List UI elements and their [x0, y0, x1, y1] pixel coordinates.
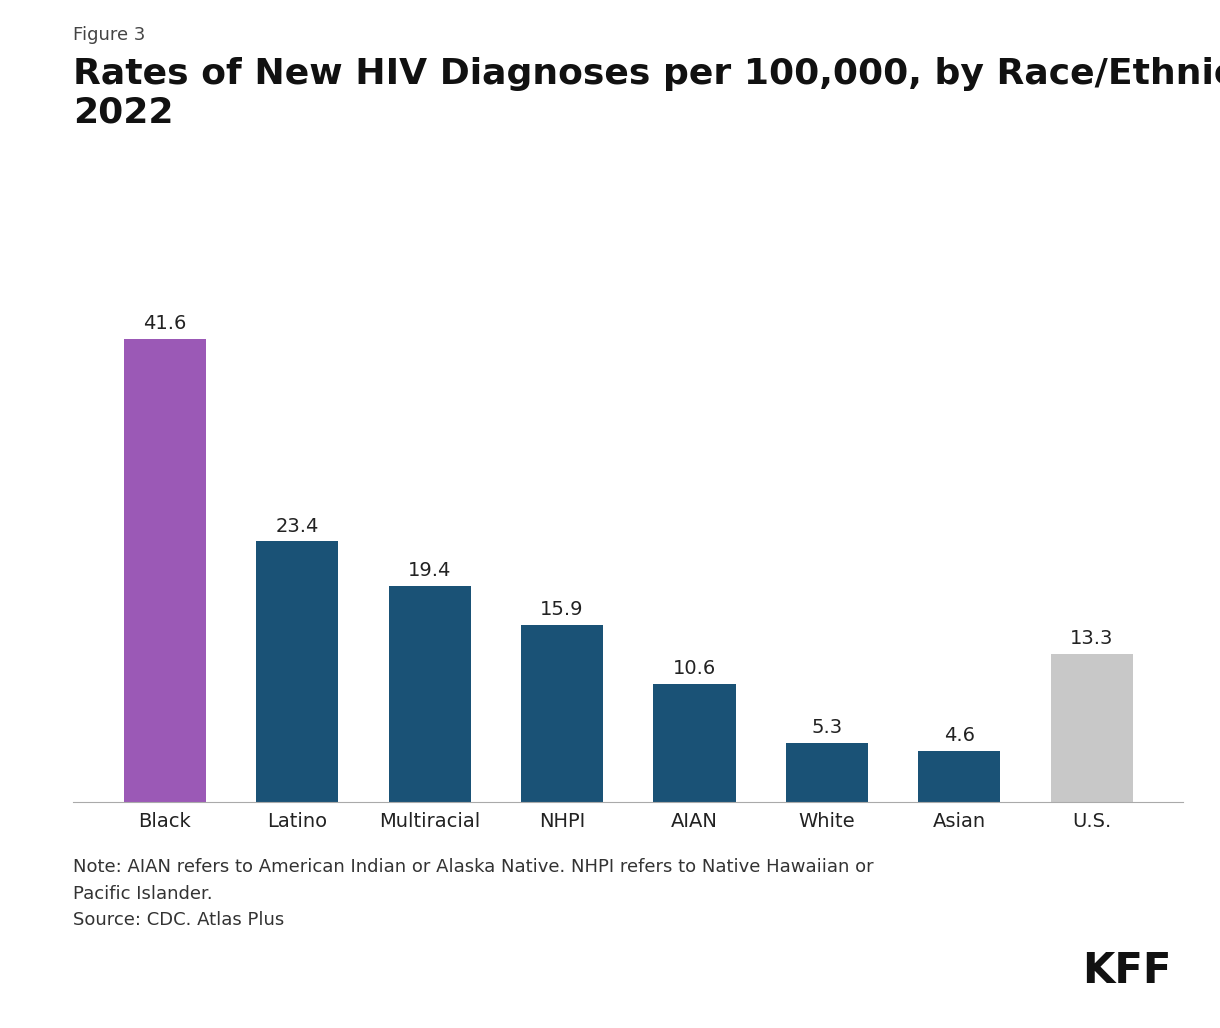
- Text: 19.4: 19.4: [407, 561, 451, 580]
- Text: Figure 3: Figure 3: [73, 26, 145, 44]
- Text: 23.4: 23.4: [276, 517, 318, 536]
- Text: 13.3: 13.3: [1070, 629, 1114, 649]
- Text: Rates of New HIV Diagnoses per 100,000, by Race/Ethnicity,
2022: Rates of New HIV Diagnoses per 100,000, …: [73, 57, 1220, 130]
- Text: 5.3: 5.3: [811, 719, 843, 737]
- Bar: [1050, 654, 1133, 802]
- Bar: [256, 541, 338, 802]
- Bar: [521, 625, 603, 802]
- Text: 41.6: 41.6: [143, 314, 187, 333]
- Bar: [654, 684, 736, 802]
- Text: 15.9: 15.9: [540, 600, 584, 619]
- Bar: [786, 743, 869, 802]
- Text: 10.6: 10.6: [673, 659, 716, 678]
- Bar: [919, 750, 1000, 802]
- Bar: [123, 338, 206, 802]
- Bar: [388, 586, 471, 802]
- Text: KFF: KFF: [1082, 950, 1171, 992]
- Text: 4.6: 4.6: [944, 726, 975, 745]
- Text: Note: AIAN refers to American Indian or Alaska Native. NHPI refers to Native Haw: Note: AIAN refers to American Indian or …: [73, 858, 874, 929]
